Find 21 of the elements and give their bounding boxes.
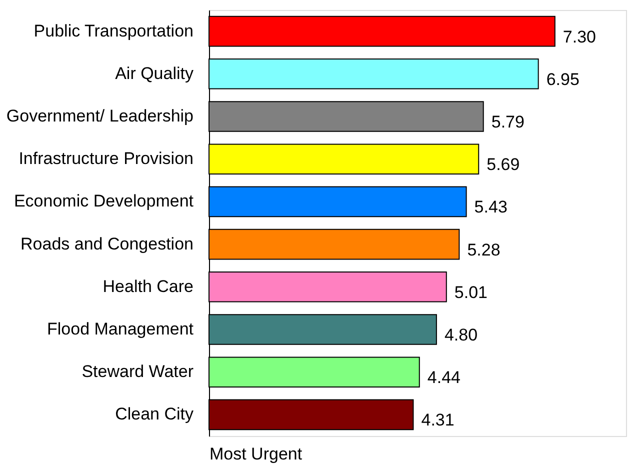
- data-label: 5.01: [454, 282, 488, 302]
- y-tick-label: Air Quality: [115, 64, 194, 83]
- y-tick-label: Health Care: [102, 276, 194, 296]
- y-tick-label: Public Transportation: [34, 21, 194, 40]
- data-label: 4.31: [421, 410, 454, 430]
- y-tick-label: Economic Development: [14, 192, 194, 211]
- data-label: 4.44: [427, 368, 460, 388]
- data-label: 5.43: [474, 198, 508, 217]
- data-label: 5.28: [467, 240, 500, 260]
- data-label: 5.69: [486, 155, 520, 174]
- y-tick-label: Infrastructure Provision: [18, 149, 194, 168]
- data-label: 4.80: [444, 326, 478, 344]
- y-tick-label: Steward Water: [82, 362, 194, 382]
- y-tick-label: Roads and Congestion: [20, 234, 194, 254]
- data-label: 7.30: [562, 27, 596, 46]
- y-tick-label: Flood Management: [47, 320, 194, 338]
- data-label: 5.79: [491, 112, 524, 132]
- y-tick-label: Government/ Leadership: [6, 106, 194, 126]
- data-label: 6.95: [546, 70, 580, 89]
- x-axis-title: Most Urgent: [210, 444, 302, 464]
- y-tick-label: Clean City: [115, 404, 194, 424]
